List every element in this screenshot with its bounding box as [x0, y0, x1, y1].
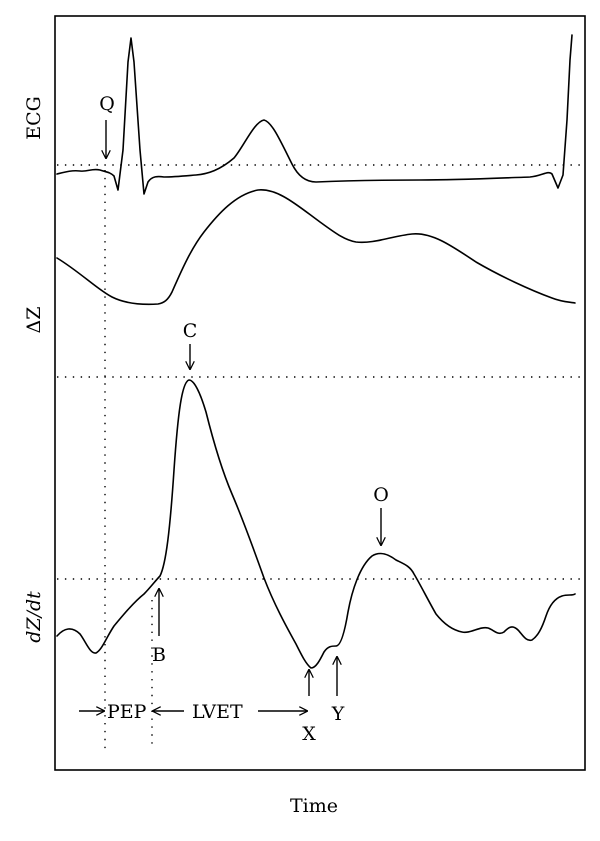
lvet-label: LVET [192, 701, 243, 723]
y-label: Y [331, 703, 345, 725]
ecg-trace [56, 34, 573, 195]
q-label: Q [99, 93, 115, 115]
x-label: X [302, 723, 316, 745]
b-label: B [152, 644, 166, 666]
dzdt-axis-label: dZ/dt [23, 591, 45, 643]
o-label: O [373, 484, 389, 506]
plot-frame [54, 15, 586, 771]
pep-label: PEP [107, 701, 147, 723]
delta-z-axis-label: ΔZ [23, 307, 45, 334]
c-label: C [183, 320, 198, 342]
delta-z-trace [56, 189, 576, 306]
dzdt-trace [56, 379, 576, 669]
time-axis-label: Time [290, 795, 338, 817]
ecg-axis-label: ECG [23, 96, 45, 140]
